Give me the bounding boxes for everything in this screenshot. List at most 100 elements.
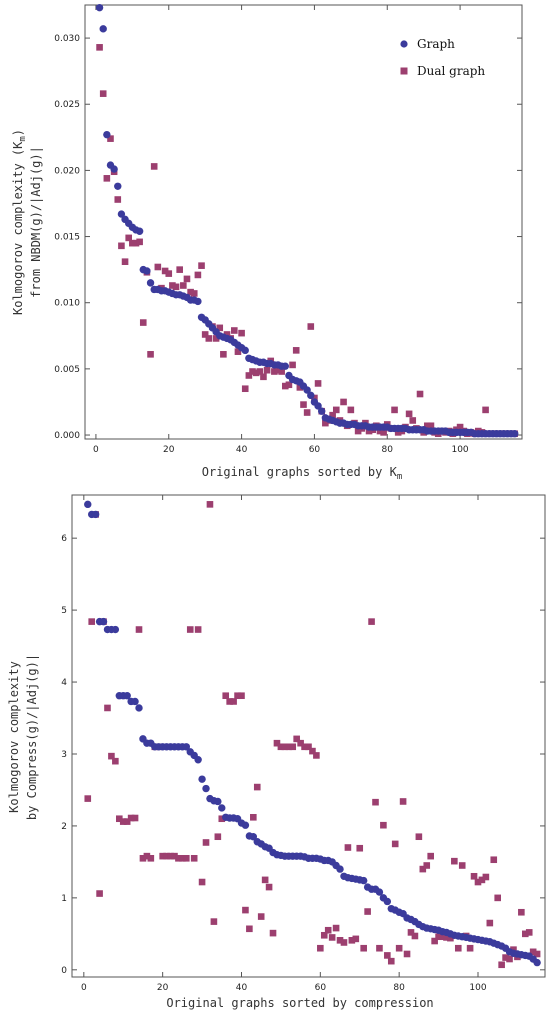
dual-graph-point <box>273 739 281 747</box>
dual-graph-point <box>179 854 186 862</box>
dual-graph-point <box>490 856 498 864</box>
dual-graph-point <box>368 618 375 625</box>
legend: Graph Dual graph <box>400 37 485 78</box>
x-axis-title: Original graphs sorted by compression <box>166 996 433 1010</box>
dual-graph-point <box>99 90 107 97</box>
graph-point <box>182 743 191 751</box>
dual-graph-point <box>271 368 278 375</box>
graph-point <box>146 279 155 287</box>
dual-graph-point <box>395 944 403 952</box>
dual-graph-point <box>454 944 462 952</box>
dual-graph-point <box>238 692 245 700</box>
dual-graph-point <box>311 394 318 402</box>
dual-graph-point <box>198 262 205 269</box>
dual-graph-point <box>220 351 227 358</box>
x-tick-label: 0 <box>81 983 87 993</box>
x-tick-label: 20 <box>163 445 175 455</box>
graph-point <box>336 865 344 873</box>
graph-point <box>84 500 92 509</box>
dual-graph-point <box>423 862 431 869</box>
graph-point <box>135 704 143 712</box>
dual-graph-point <box>376 944 383 952</box>
dual-graph-point <box>419 865 427 873</box>
dual-graph-point <box>231 327 238 334</box>
graph-point <box>99 617 108 626</box>
graph-point <box>533 958 541 967</box>
dual-graph-point <box>494 894 501 902</box>
dual-graph-point <box>277 743 285 751</box>
dual-graph-point <box>354 427 362 435</box>
chart-top: 0 20 40 60 80 100 0.000 0.005 0.010 0.015 0.020 0.0… <box>11 3 523 482</box>
graph-point <box>114 182 122 190</box>
dual-graph-point <box>186 626 194 633</box>
dual-graph-point <box>482 873 490 881</box>
legend-graph-marker <box>400 40 408 48</box>
dual-graph-point <box>252 369 260 377</box>
y-tick-label: 4 <box>61 678 67 688</box>
dual-graph-point <box>172 283 180 291</box>
dual-graph-point <box>84 795 92 802</box>
dual-graph-point <box>274 366 282 374</box>
dual-graph-point <box>171 852 178 860</box>
graph-point <box>143 267 151 275</box>
dual-graph-point <box>391 840 399 848</box>
graph-point <box>214 797 222 806</box>
dual-graph-point <box>451 857 458 865</box>
dual-graph-point <box>348 937 356 944</box>
x-tick-label: 60 <box>309 445 321 455</box>
graph-point <box>383 897 392 906</box>
dual-graph-point <box>403 950 411 958</box>
dual-graph-point <box>352 935 360 943</box>
graph-point <box>249 833 258 841</box>
dual-graph-point <box>307 323 315 330</box>
y-axis-title-line1: Kolmogorov complexity (Km) <box>11 129 28 315</box>
dual-graph-point <box>285 381 293 389</box>
dual-graph-point <box>296 384 304 391</box>
dual-graph-point <box>416 390 424 398</box>
y-tick-label: 0.005 <box>54 365 80 375</box>
dual-graph-point <box>183 275 191 283</box>
dual-graph-point <box>187 288 194 296</box>
graph-point <box>375 888 384 896</box>
dual-graph-point <box>533 950 541 958</box>
dual-graph-point <box>320 931 328 939</box>
dual-graph-point <box>322 419 329 427</box>
dual-graph-point <box>121 258 129 265</box>
dual-graph-point <box>269 929 277 937</box>
dual-graph-point <box>104 704 111 712</box>
dual-graph-point <box>131 814 139 822</box>
dual-graph-point <box>176 266 183 273</box>
graph-point <box>91 510 100 519</box>
graph-series <box>95 3 519 438</box>
dual-graph-point <box>194 626 202 633</box>
dual-graph-point <box>305 743 312 751</box>
dual-graph-point <box>356 844 364 852</box>
dual-graph-point <box>190 854 198 862</box>
plot-frame <box>84 4 523 440</box>
dual-graph-point <box>242 906 249 914</box>
y-tick-label: 0.020 <box>54 166 80 176</box>
x-tick-label: 40 <box>236 445 248 455</box>
dual-graph-point <box>139 319 147 326</box>
dual-graph-point <box>372 798 379 806</box>
dual-graph-point <box>292 347 300 354</box>
dual-graph-point <box>223 331 231 338</box>
x-tick-label: 100 <box>451 445 468 455</box>
dual-graph-point <box>314 380 322 387</box>
dual-graph-point <box>518 908 525 916</box>
dual-graph-point <box>238 329 245 337</box>
dual-graph-point <box>498 961 505 969</box>
dual-graph-point <box>250 813 257 821</box>
dual-graph-point <box>525 929 533 936</box>
graph-point <box>303 386 311 394</box>
y-axis-title-line1: Kolmogorov complexity <box>7 661 21 813</box>
dual-graph-point <box>245 372 253 379</box>
dual-graph-point <box>263 366 271 374</box>
dual-graph-point <box>482 406 489 414</box>
graph-point <box>117 210 126 218</box>
dual-graph-point <box>147 351 154 358</box>
dual-graph-point <box>313 752 320 759</box>
graph-point <box>95 3 104 12</box>
dual-graph-point <box>456 423 464 431</box>
dual-graph-point <box>391 406 398 414</box>
